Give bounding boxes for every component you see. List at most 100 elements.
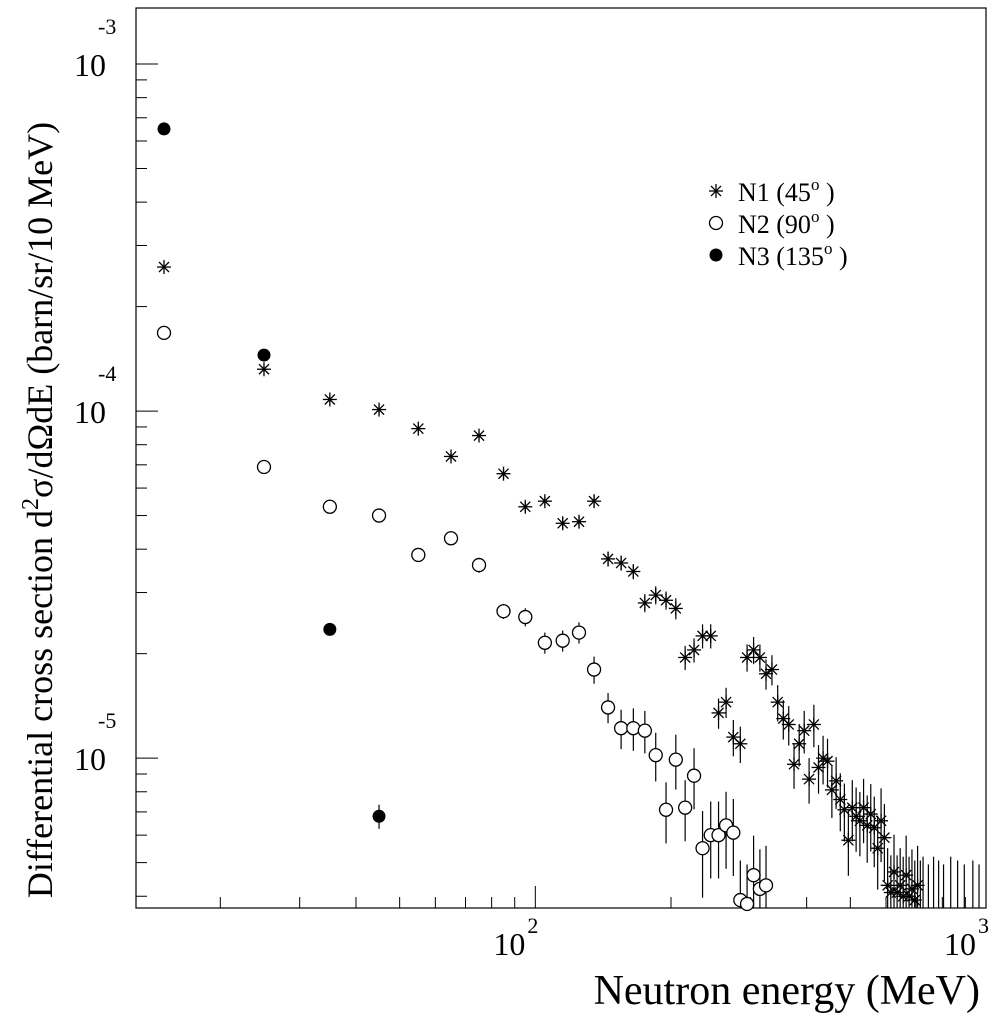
asterisk-stroke [713, 707, 725, 719]
legend-marker-filled-circle [709, 248, 723, 262]
data-point-open-circle [443, 531, 459, 546]
asterisk-stroke [710, 185, 722, 197]
legend-label-sup: o [811, 175, 820, 194]
asterisk-stroke [615, 557, 627, 569]
x-tick-label: 10 [944, 926, 976, 962]
data-point-asterisk [659, 593, 674, 608]
data-point-asterisk [668, 601, 683, 616]
asterisk-stroke [324, 393, 336, 405]
x-tick-label-exp: 2 [527, 913, 538, 938]
data-point-open-circle [518, 609, 533, 625]
data-point-open-circle [371, 508, 387, 523]
data-point-asterisk [874, 813, 889, 828]
y-tick-label-exp: -5 [98, 708, 116, 733]
asterisk-stroke [734, 738, 746, 750]
asterisk-stroke [838, 804, 850, 816]
x-tick-label-exp: 3 [978, 913, 989, 938]
axis-ticks [136, 63, 987, 908]
data-point-asterisk [444, 449, 459, 464]
asterisk-stroke [498, 468, 510, 480]
x-axis-label: Neutron energy (MeV) [594, 968, 980, 1014]
legend-label-end: ) [832, 242, 847, 271]
asterisk-stroke [679, 651, 691, 663]
asterisk-stroke [834, 794, 846, 806]
data-point-open-circle [746, 868, 761, 883]
asterisk-stroke [158, 261, 170, 273]
data-point-open-circle [586, 662, 602, 677]
data-point-filled-circle [372, 809, 386, 823]
data-point-open-circle [739, 896, 755, 912]
legend-label-sup: o [811, 207, 820, 226]
data-point-open-circle [555, 633, 570, 648]
legend-label-end: ) [819, 178, 834, 207]
data-point-asterisk [256, 362, 271, 377]
asterisk-stroke [705, 630, 717, 642]
data-point-asterisk [893, 878, 908, 893]
legend-label-name: N2 (90 [738, 210, 811, 239]
asterisk-stroke [258, 363, 270, 375]
asterisk-stroke [798, 725, 810, 737]
asterisk-stroke [788, 758, 800, 770]
data-point-open-circle [758, 878, 774, 893]
asterisk-stroke [412, 423, 424, 435]
asterisk-stroke [639, 597, 651, 609]
data-point-filled-circle [257, 348, 271, 362]
data-point-asterisk [587, 494, 602, 509]
y-tick-label: 10 [74, 47, 106, 83]
y-tick-label: 10 [74, 394, 106, 430]
data-point-open-circle [726, 825, 741, 840]
legend-label: N2 (90o ) [738, 207, 835, 239]
legend-marker-open-circle [708, 215, 724, 231]
legend-label: N3 (135o ) [738, 239, 848, 271]
asterisk-stroke [473, 430, 485, 442]
data-point-asterisk [678, 650, 693, 665]
y-axis-label-suffix: σ/dΩdE (barn/sr/10 MeV) [20, 122, 60, 498]
asterisk-stroke [720, 696, 732, 708]
asterisk-stroke [519, 501, 531, 513]
asterisk-stroke [588, 495, 600, 507]
data-point-open-circle [677, 800, 693, 815]
data-point-asterisk [687, 642, 702, 657]
data-point-asterisk [555, 516, 570, 531]
asterisk-stroke [803, 773, 815, 785]
data-point-open-circle [322, 499, 337, 514]
data-point-asterisk [322, 392, 337, 407]
asterisk-stroke [830, 775, 842, 787]
data-point-open-circle [637, 723, 653, 738]
asterisk-stroke [670, 602, 682, 614]
data-marks [156, 122, 980, 912]
data-point-asterisk [411, 421, 426, 436]
data-point-asterisk [770, 695, 785, 710]
data-point-asterisk [781, 717, 796, 732]
data-point-asterisk [614, 555, 629, 570]
data-point-asterisk [472, 428, 487, 443]
data-point-asterisk [841, 833, 856, 848]
asterisk-stroke [822, 755, 834, 767]
asterisk-stroke [772, 696, 784, 708]
data-point-asterisk [733, 736, 748, 751]
data-point-asterisk [870, 841, 885, 856]
data-point-asterisk [806, 717, 821, 732]
asterisk-stroke [573, 516, 585, 528]
asterisk-stroke [727, 731, 739, 743]
data-point-open-circle [658, 802, 674, 817]
data-point-open-circle [471, 557, 487, 573]
data-point-open-circle [537, 635, 553, 650]
data-point-open-circle [648, 748, 663, 763]
data-point-open-circle [711, 827, 726, 843]
asterisk-stroke [602, 553, 614, 565]
data-point-asterisk [740, 650, 755, 665]
asterisk-stroke [445, 450, 457, 462]
data-point-asterisk [752, 650, 767, 665]
data-point-asterisk [764, 662, 779, 677]
data-point-open-circle [613, 721, 629, 736]
data-point-asterisk [637, 595, 652, 610]
asterisk-stroke [754, 651, 766, 663]
data-point-asterisk [887, 864, 902, 879]
legend-label-name: N1 (45 [738, 178, 811, 207]
data-point-asterisk [802, 772, 817, 787]
legend-label-sup: o [824, 239, 833, 258]
data-point-asterisk [907, 893, 922, 908]
data-point-asterisk [833, 792, 848, 807]
